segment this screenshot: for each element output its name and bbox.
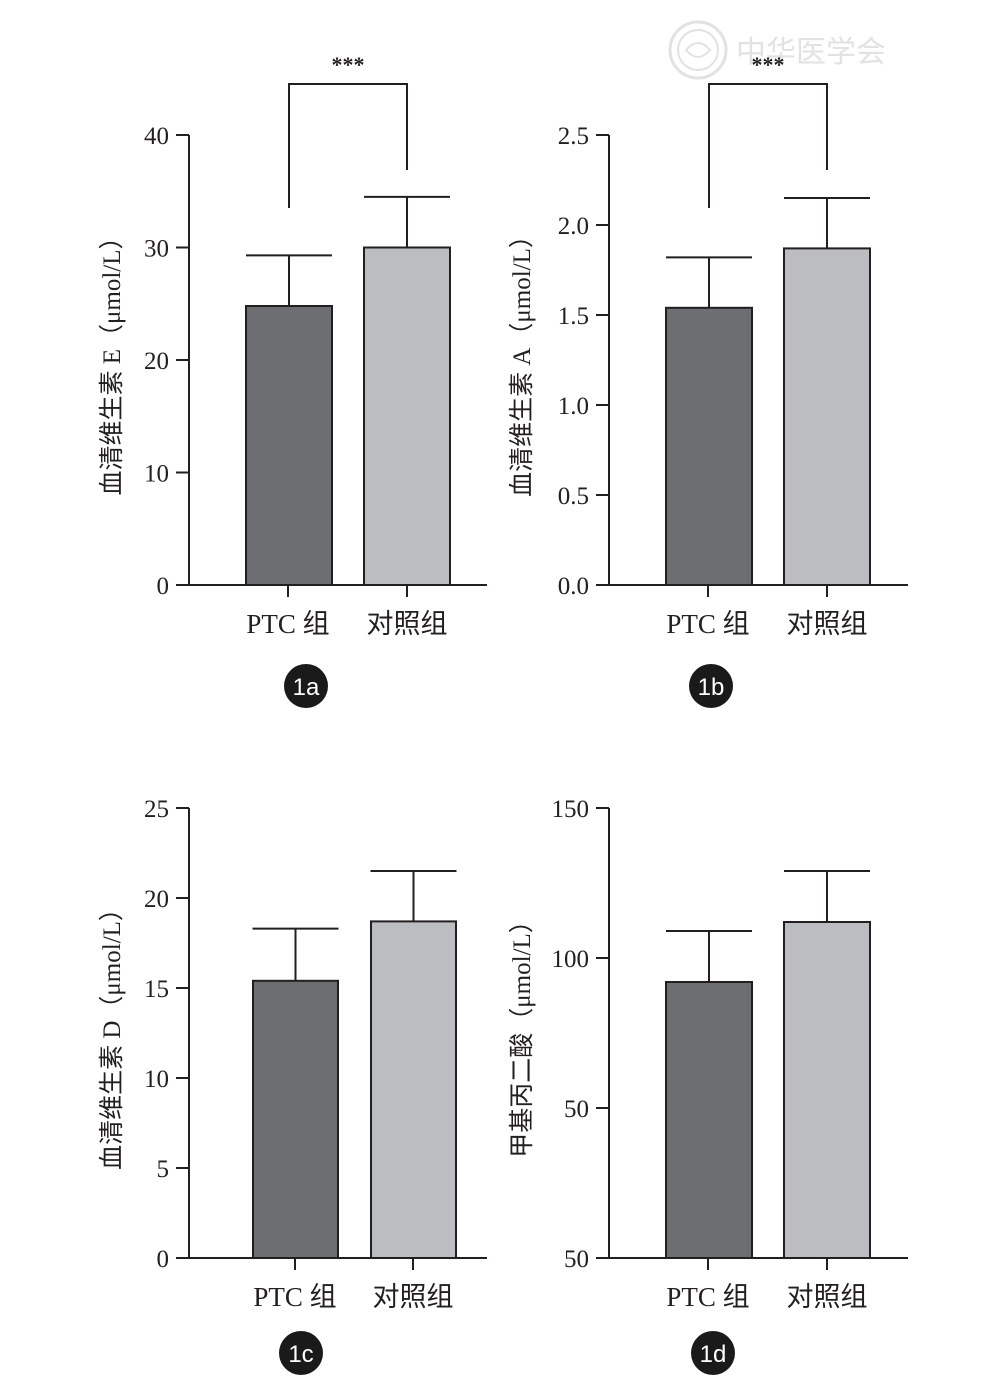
panel-label: 1b	[698, 674, 725, 701]
y-tick-label: 1.0	[558, 393, 589, 420]
x-category-label: 对照组	[787, 609, 868, 639]
y-tick-label: 20	[144, 348, 169, 375]
y-tick-label: 5	[157, 1156, 170, 1183]
significance-label: ***	[752, 52, 785, 77]
bar-control	[363, 246, 451, 586]
panel-label: 1c	[288, 1341, 313, 1368]
bar-control	[370, 920, 457, 1260]
panel-label-badge	[689, 664, 733, 708]
significance-bracket	[288, 83, 408, 208]
y-axis-title: 血清维生素 A（μmol/L）	[508, 223, 536, 497]
chart-panel-1c: 0 5 10 15 20 25 PTC 组 对照组 血清维生素 D（μmol/L） 1c	[98, 796, 487, 1375]
y-tick-label: 0.5	[558, 483, 589, 510]
y-tick-label: 10	[144, 1066, 169, 1093]
y-axis-title: 血清维生素 E（μmol/L）	[98, 224, 126, 495]
society-seal-icon	[668, 20, 728, 80]
x-category-label: PTC 组	[666, 609, 749, 639]
y-tick-label: 0.0	[558, 573, 589, 600]
y-tick-label: 15	[144, 976, 169, 1003]
x-category-label: PTC 组	[246, 609, 329, 639]
y-tick-label: 50	[564, 1246, 589, 1273]
bar-control	[783, 247, 871, 586]
panel-label-badge	[279, 1331, 323, 1375]
y-tick-label: 30	[144, 236, 169, 263]
significance-label: ***	[332, 52, 365, 77]
y-axis-title: 血清维生素 D（μmol/L）	[98, 896, 126, 1170]
panel-label: 1a	[293, 674, 320, 701]
y-axis-title: 甲基丙二酸（μmol/L）	[508, 908, 536, 1158]
bar-ptc	[665, 306, 753, 586]
chart-panel-1a: 0 10 20 30 40 PTC 组 对照组 血清维生素 E（μmol/L） *** 1a	[98, 52, 487, 708]
chart-panel-1b: 0.0 0.5 1.0 1.5 2.0 2.5 PTC 组 对照组 血清维生素 A（μmol/L…	[508, 52, 908, 708]
y-tick-label: 20	[144, 886, 169, 913]
bar-ptc	[665, 981, 753, 1259]
y-tick-label: 100	[552, 946, 590, 973]
y-tick-label: 25	[144, 796, 169, 823]
y-tick-label: 150	[552, 796, 590, 823]
x-category-label: 对照组	[787, 1282, 868, 1312]
bar-ptc	[245, 305, 333, 586]
chart-panel-1d: 50 50 100 150 PTC 组 对照组 甲基丙二酸（μmol/L） 1d	[508, 796, 908, 1375]
y-tick-label: 1.5	[558, 303, 589, 330]
bar-ptc	[252, 979, 339, 1259]
x-category-label: PTC 组	[666, 1282, 749, 1312]
y-tick-label: 2.5	[558, 123, 589, 150]
y-tick-label: 0	[157, 573, 170, 600]
panel-label: 1d	[700, 1341, 727, 1368]
y-tick-label: 50	[564, 1096, 589, 1123]
y-tick-label: 10	[144, 461, 169, 488]
panel-label-badge	[284, 664, 328, 708]
panel-label-badge	[691, 1331, 735, 1375]
y-tick-label: 0	[157, 1246, 170, 1273]
y-tick-label: 40	[144, 123, 169, 150]
x-category-label: PTC 组	[253, 1282, 336, 1312]
watermark-text: 中华医学会	[736, 35, 886, 70]
y-tick-label: 2.0	[558, 213, 589, 240]
x-category-label: 对照组	[373, 1282, 454, 1312]
x-category-label: 对照组	[367, 609, 448, 639]
bar-control	[783, 921, 871, 1259]
significance-bracket	[708, 83, 828, 208]
